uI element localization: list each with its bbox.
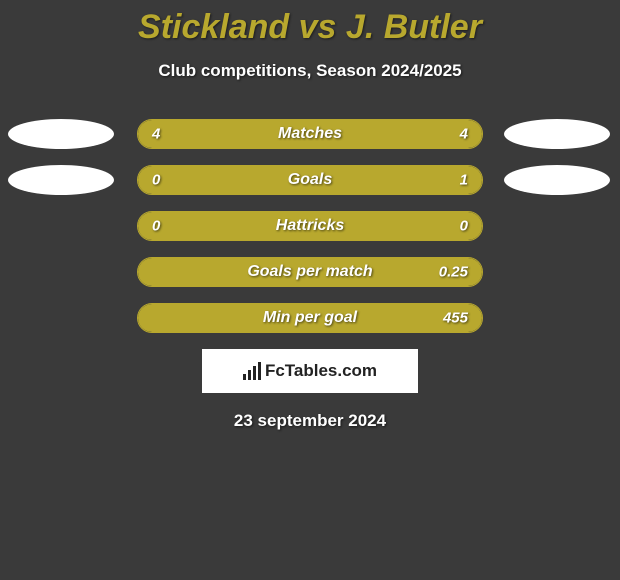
date-text: 23 september 2024	[0, 411, 620, 431]
footer-logo: FcTables.com	[243, 361, 377, 381]
stat-row: 0.25 Goals per match	[0, 257, 620, 287]
stat-row: 455 Min per goal	[0, 303, 620, 333]
player-left-indicator	[8, 165, 114, 195]
stats-rows: 4 4 Matches 0 1 Goals 0 0 Hattricks 0.25 Goals per…	[0, 119, 620, 333]
stat-label: Min per goal	[263, 309, 357, 327]
player-left-indicator	[8, 119, 114, 149]
stat-value-right: 0	[460, 218, 468, 235]
stat-value-left: 0	[152, 172, 160, 189]
comparison-subtitle: Club competitions, Season 2024/2025	[0, 61, 620, 81]
stat-value-right: 4	[460, 126, 468, 143]
stat-label: Hattricks	[276, 217, 344, 235]
stat-value-left: 4	[152, 126, 160, 143]
bar-fill-left	[138, 166, 207, 194]
stat-value-right: 455	[443, 310, 468, 327]
stat-value-right: 1	[460, 172, 468, 189]
stat-label: Goals per match	[247, 263, 372, 281]
stat-label: Goals	[288, 171, 332, 189]
player-right-indicator	[504, 165, 610, 195]
stat-value-left: 0	[152, 218, 160, 235]
footer-brand-box: FcTables.com	[202, 349, 418, 393]
stat-bar: 4 4 Matches	[137, 119, 483, 149]
stat-row: 0 0 Hattricks	[0, 211, 620, 241]
stat-bar: 0 1 Goals	[137, 165, 483, 195]
stat-row: 4 4 Matches	[0, 119, 620, 149]
stat-label: Matches	[278, 125, 342, 143]
stat-bar: 455 Min per goal	[137, 303, 483, 333]
stat-bar: 0.25 Goals per match	[137, 257, 483, 287]
footer-brand-text: FcTables.com	[265, 361, 377, 381]
stat-bar: 0 0 Hattricks	[137, 211, 483, 241]
comparison-title: Stickland vs J. Butler	[0, 0, 620, 47]
stat-row: 0 1 Goals	[0, 165, 620, 195]
player-right-indicator	[504, 119, 610, 149]
stat-value-right: 0.25	[439, 264, 468, 281]
bar-fill-right	[207, 166, 482, 194]
bar-chart-icon	[243, 362, 261, 380]
